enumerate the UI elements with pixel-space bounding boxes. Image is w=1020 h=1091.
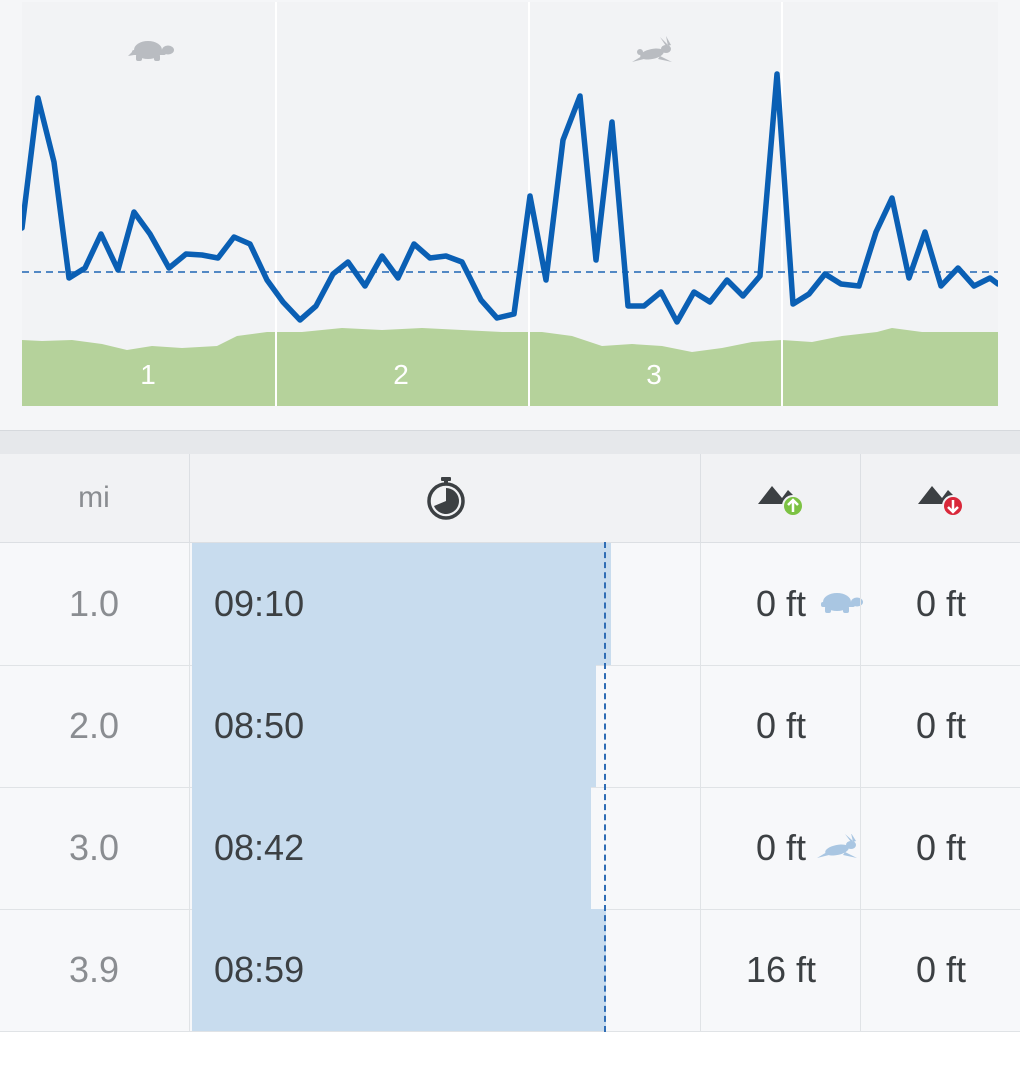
average-pace-marker [604, 542, 606, 1032]
row-mi: 1.0 [68, 583, 120, 624]
pace-chart-svg: 1 2 3 [22, 2, 998, 406]
row-elevation-gain: 16 ft [700, 909, 861, 1031]
row-elevation-loss: 0 ft [860, 787, 1020, 909]
section-divider [0, 430, 1020, 455]
split-label-2: 2 [393, 359, 409, 390]
row-mi: 3.0 [68, 827, 120, 868]
row-time-value: 08:42 [214, 827, 305, 868]
row-time-value: 09:10 [214, 583, 305, 624]
pace-bar [192, 665, 596, 787]
pace-bar [192, 543, 611, 665]
header-elevation-loss [860, 454, 1020, 542]
row-elevation-gain: 0 ft [700, 665, 861, 787]
pace-line [22, 71, 998, 325]
row-time-value: 08:59 [214, 949, 305, 990]
pace-chart: 1 2 3 [0, 0, 1020, 430]
elevation-loss-icon [918, 486, 964, 517]
splits-table: mi 1.0 [0, 454, 1020, 1032]
row-elevation-gain: 0 ft [700, 787, 861, 909]
turtle-icon [128, 41, 174, 61]
pace-bar [192, 787, 591, 909]
row-time: 08:42 [189, 787, 857, 909]
header-time [189, 454, 701, 542]
table-header: mi [0, 454, 1020, 543]
rabbit-icon [632, 36, 672, 62]
pace-bar [192, 909, 606, 1031]
table-row[interactable]: 1.0 09:10 0 ft 0 ft [0, 543, 1020, 666]
row-elevation-loss: 0 ft [860, 665, 1020, 787]
row-time: 08:59 [189, 909, 701, 1031]
elevation-area [22, 328, 998, 406]
elevation-gain-icon [758, 486, 804, 517]
table-row[interactable]: 3.0 08:42 0 ft 0 ft [0, 787, 1020, 910]
row-time: 09:10 [189, 543, 863, 665]
row-elevation-loss: 0 ft [860, 909, 1020, 1031]
stopwatch-icon [426, 477, 465, 520]
row-mi: 2.0 [68, 705, 120, 746]
row-time-value: 08:50 [214, 705, 305, 746]
row-mi: 3.9 [68, 949, 120, 990]
row-time: 08:50 [189, 665, 701, 787]
rabbit-icon [817, 834, 857, 858]
row-elevation-gain: 0 ft [700, 543, 861, 665]
chart-panel: 1 2 3 [22, 2, 998, 406]
header-mi: mi [78, 481, 110, 514]
split-label-1: 1 [140, 359, 156, 390]
table-row[interactable]: 3.9 08:59 16 ft 0 ft [0, 909, 1020, 1032]
split-label-3: 3 [646, 359, 662, 390]
header-elevation-gain [700, 454, 861, 542]
row-elevation-loss: 0 ft [860, 543, 1020, 665]
table-row[interactable]: 2.0 08:50 0 ft 0 ft [0, 665, 1020, 788]
